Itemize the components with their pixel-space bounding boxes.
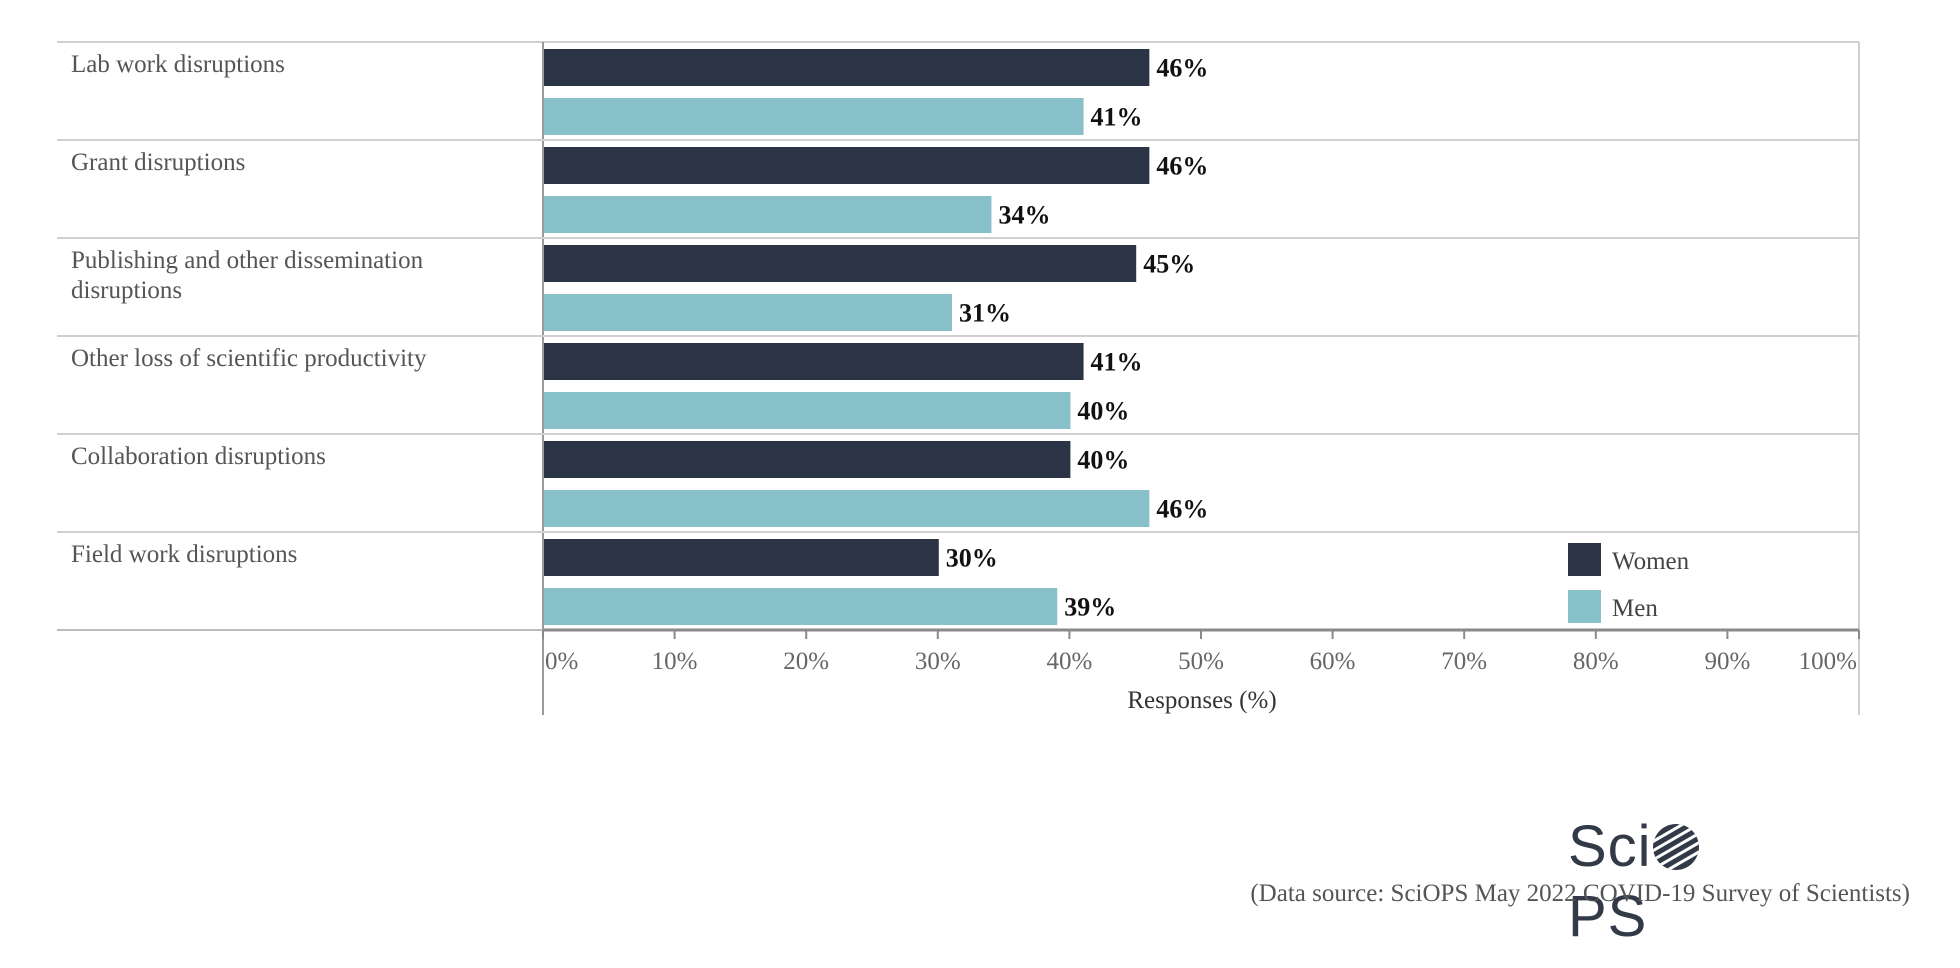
bar-men [544,588,1058,625]
globe-icon [1652,824,1699,870]
bar-value-label: 31% [959,299,1011,328]
legend-label: Women [1612,548,1690,575]
category-label: Publishing and other dissemination [71,247,424,274]
x-tick-label: 70% [1441,648,1487,675]
bar-value-label: 39% [1064,593,1116,622]
bar-women [544,441,1071,478]
data-source-note: (Data source: SciOPS May 2022 COVID-19 S… [1250,880,1910,907]
bar-value-label: 46% [1156,495,1208,524]
x-tick-label: 40% [1046,648,1092,675]
bar-men [544,490,1150,527]
bar-value-label: 45% [1143,250,1195,279]
bar-value-label: 46% [1156,152,1208,181]
category-label: Field work disruptions [71,541,297,568]
bar-women [544,245,1137,282]
sciops-logo: SciPS [1562,808,1774,949]
x-tick-label: 0% [545,648,578,675]
category-label: Collaboration disruptions [71,443,326,470]
category-label: disruptions [71,277,182,304]
bar-value-label: 30% [946,544,998,573]
bar-men [544,392,1071,429]
category-label: Lab work disruptions [71,51,285,78]
bar-women [544,49,1150,86]
bar-value-label: 34% [998,201,1050,230]
legend-swatch-men [1568,590,1601,623]
x-tick-label: 30% [915,648,961,675]
bar-men [544,294,952,331]
bar-value-label: 41% [1091,103,1143,132]
legend-swatch-women [1568,543,1601,576]
x-tick-label: 80% [1573,648,1619,675]
x-tick-label: 10% [652,648,698,675]
bar-women [544,343,1084,380]
bar-women [544,539,939,576]
x-tick-label: 100% [1799,648,1857,675]
x-tick-label: 50% [1178,648,1224,675]
x-tick-label: 90% [1704,648,1750,675]
bar-value-label: 46% [1156,54,1208,83]
category-label: Other loss of scientific productivity [71,345,427,372]
bar-value-label: 40% [1077,446,1129,475]
x-tick-label: 20% [783,648,829,675]
legend-label: Men [1612,595,1658,622]
bar-value-label: 41% [1091,348,1143,377]
x-axis-title: Responses (%) [1127,687,1276,714]
category-label: Grant disruptions [71,149,245,176]
x-tick-label: 60% [1310,648,1356,675]
bar-men [544,98,1084,135]
bar-men [544,196,992,233]
bar-women [544,147,1150,184]
bar-value-label: 40% [1077,397,1129,426]
